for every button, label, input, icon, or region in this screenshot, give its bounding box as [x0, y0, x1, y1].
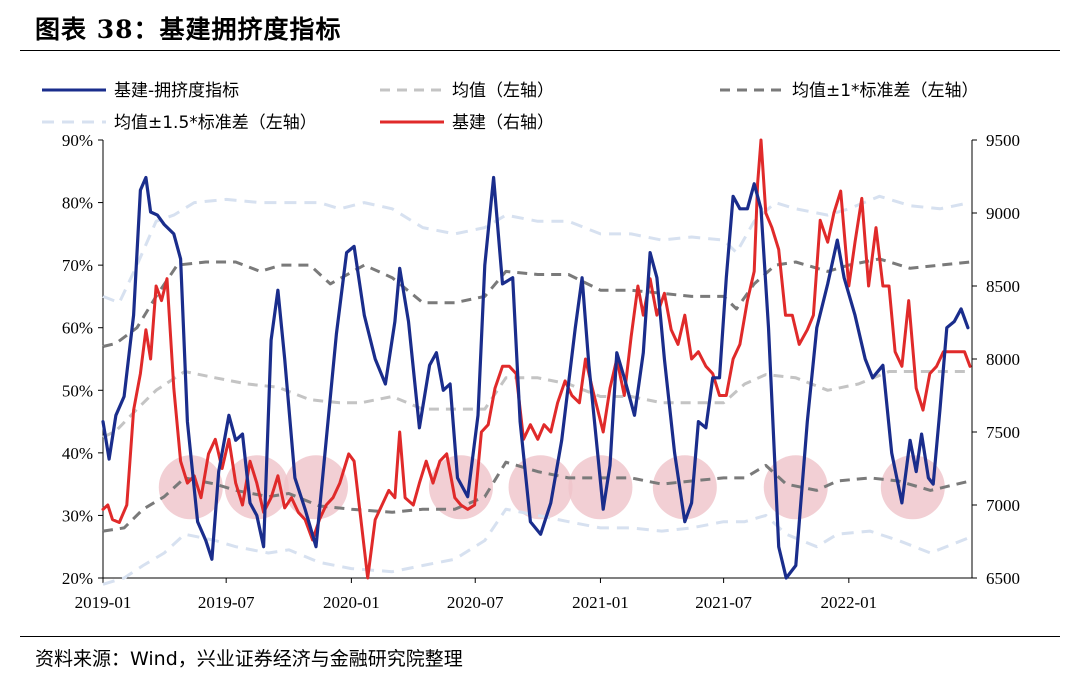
x-tick-label: 2021-01: [572, 593, 629, 612]
left-tick-label: 90%: [62, 131, 93, 150]
legend: 基建-拥挤度指标 均值（左轴） 均值±1*标准差（左轴） 均值±1.5*标准差（左轴）…: [42, 81, 979, 133]
title-divider: [20, 50, 1060, 51]
left-tick-label: 20%: [62, 569, 93, 588]
x-tick-label: 2020-01: [323, 593, 380, 612]
left-tick-label: 50%: [62, 381, 93, 400]
right-tick-label: 6500: [986, 569, 1020, 588]
right-tick-label: 7500: [986, 423, 1020, 442]
chart: 20% 30% 40% 50% 60% 70% 80% 90% 6500 7000 7500 8000…: [42, 81, 1020, 612]
series-line-infra: [101, 138, 972, 580]
x-tick-label: 2021-07: [695, 593, 752, 612]
series-line-band1-lower: [102, 460, 971, 533]
highlight-bubble-6: [652, 455, 717, 520]
left-tick-label: 70%: [62, 256, 93, 275]
left-tick-label: 60%: [62, 319, 93, 338]
page-title: 图表 38：基建拥挤度指标: [35, 15, 342, 44]
x-tick-label: 2019-01: [75, 593, 132, 612]
x-tick-label: 2019-07: [198, 593, 255, 612]
right-tick-label: 9000: [986, 204, 1020, 223]
series-line-mean: [102, 370, 970, 439]
source-note: 资料来源：Wind，兴业证券经济与金融研究院整理: [35, 648, 463, 670]
series-lines: [101, 138, 972, 586]
right-tick-label: 8500: [986, 277, 1020, 296]
highlight-bubble-2: [283, 455, 348, 520]
legend-label-infra: 基建（右轴）: [452, 113, 554, 133]
left-tick-label: 30%: [62, 506, 93, 525]
legend-label-band1: 均值±1*标准差（左轴）: [792, 81, 979, 101]
right-tick-label: 9500: [986, 131, 1020, 150]
x-tick-label: 2022-01: [820, 593, 877, 612]
series-line-band15: [102, 194, 971, 305]
x-tick-label: 2020-07: [447, 593, 504, 612]
legend-label-band15: 均值±1.5*标准差（左轴）: [114, 113, 317, 133]
left-tick-label: 80%: [62, 194, 93, 213]
source-divider: [20, 636, 1060, 637]
series-line-band1: [102, 257, 971, 348]
axes: 20% 30% 40% 50% 60% 70% 80% 90% 6500 7000 7500 8000…: [62, 131, 1020, 612]
right-tick-label: 8000: [986, 350, 1020, 369]
series-line-band15-lower: [102, 507, 971, 586]
legend-label-mean: 均值（左轴）: [452, 81, 554, 101]
left-tick-label: 40%: [62, 444, 93, 463]
right-tick-label: 7000: [986, 496, 1020, 515]
series-line-index: [101, 175, 970, 580]
legend-label-index: 基建-拥挤度指标: [114, 81, 239, 101]
